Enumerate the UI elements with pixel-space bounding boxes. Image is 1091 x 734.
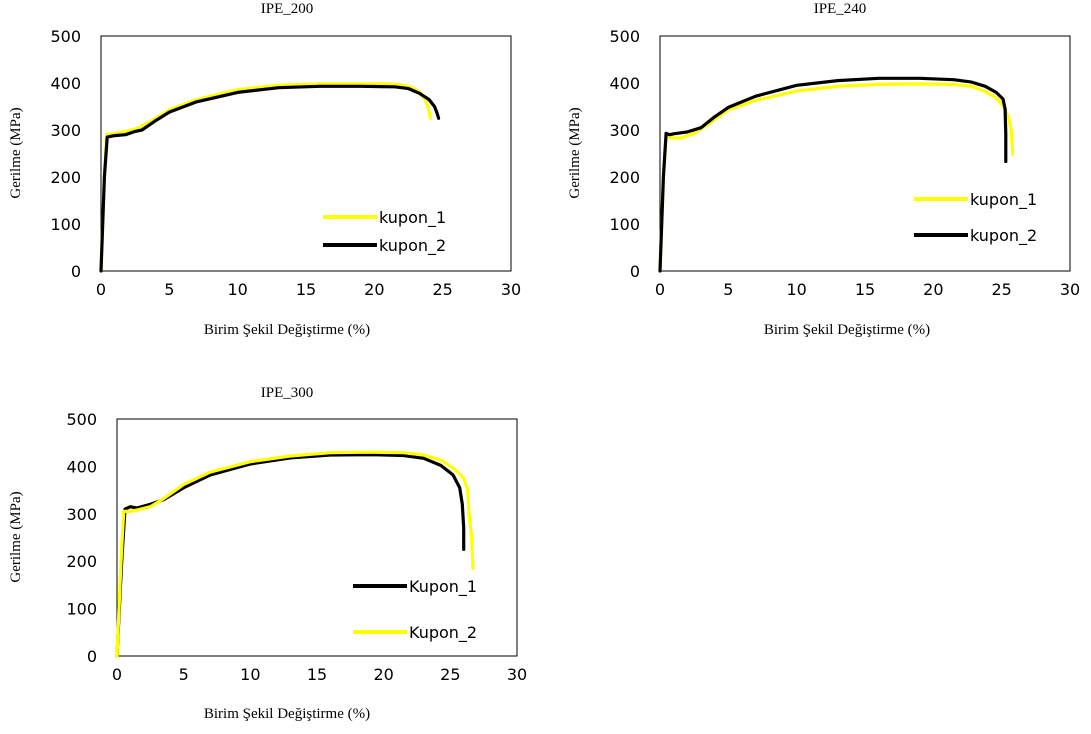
- y-tick-label: 500: [66, 410, 97, 429]
- y-tick-label: 200: [50, 168, 81, 187]
- x-tick-label: 0: [112, 665, 122, 684]
- x-tick-label: 20: [923, 280, 943, 299]
- plot-area-frame: [659, 35, 1071, 272]
- series-line-kupon_1: [115, 453, 466, 658]
- y-tick-label: 100: [50, 215, 81, 234]
- y-axis-label: Gerilme (MPa): [8, 491, 24, 582]
- y-tick-label: 200: [609, 168, 640, 187]
- y-axis-label: Gerilme (MPa): [567, 107, 583, 198]
- y-tick-label: 300: [66, 505, 97, 524]
- legend-label: kupon_2: [970, 226, 1037, 246]
- x-tick-label: 20: [364, 280, 384, 299]
- legend-label: kupon_1: [970, 190, 1037, 210]
- y-tick-label: 100: [66, 600, 97, 619]
- x-tick-label: 10: [227, 280, 247, 299]
- x-tick-label: 30: [501, 280, 521, 299]
- chart-title: IPE_200: [261, 1, 314, 17]
- x-tick-label: 15: [855, 280, 875, 299]
- series-line-kupon_1: [658, 82, 1015, 273]
- legend-label: kupon_2: [379, 236, 446, 256]
- y-tick-label: 100: [609, 215, 640, 234]
- legend: kupon_1 kupon_2: [914, 190, 1037, 246]
- x-tick-label: 10: [786, 280, 806, 299]
- x-tick-label: 25: [440, 665, 460, 684]
- x-tick-label: 10: [240, 665, 260, 684]
- series-line-kupon_2: [115, 450, 475, 658]
- x-tick-label: 5: [164, 280, 174, 299]
- x-axis-label: Birim Şekil Değiştirme (%): [204, 322, 370, 338]
- chart-title: IPE_240: [814, 1, 867, 17]
- legend: Kupon_1 Kupon_2: [353, 577, 477, 643]
- x-tick-label: 30: [507, 665, 527, 684]
- y-axis-label: Gerilme (MPa): [8, 107, 24, 198]
- legend: kupon_1 kupon_2: [323, 208, 446, 256]
- legend-label: kupon_1: [379, 208, 446, 228]
- plot-area-frame: [100, 35, 512, 272]
- y-tick-label: 200: [66, 552, 97, 571]
- y-tick-label: 0: [630, 262, 640, 281]
- legend-label: Kupon_1: [409, 577, 477, 597]
- x-tick-label: 25: [432, 280, 452, 299]
- chart-title: IPE_300: [261, 385, 314, 401]
- x-tick-label: 30: [1060, 280, 1080, 299]
- x-tick-label: 15: [296, 280, 316, 299]
- y-tick-label: 300: [50, 121, 81, 140]
- y-tick-label: 300: [609, 121, 640, 140]
- x-tick-label: 25: [991, 280, 1011, 299]
- x-tick-label: 15: [307, 665, 327, 684]
- x-tick-label: 5: [179, 665, 189, 684]
- y-tick-label: 500: [50, 27, 81, 46]
- x-tick-label: 0: [96, 280, 106, 299]
- series-line-kupon_2: [658, 76, 1008, 273]
- y-tick-label: 0: [71, 262, 81, 281]
- x-axis-label: Birim Şekil Değiştirme (%): [204, 706, 370, 722]
- y-tick-label: 400: [50, 74, 81, 93]
- y-tick-label: 0: [87, 647, 97, 666]
- y-tick-label: 400: [609, 74, 640, 93]
- y-tick-label: 400: [66, 457, 97, 476]
- series-line-kupon_2: [99, 84, 441, 273]
- x-axis-label: Birim Şekil Değiştirme (%): [764, 322, 930, 338]
- y-tick-label: 500: [609, 27, 640, 46]
- x-tick-label: 20: [373, 665, 393, 684]
- plot-area-frame: [116, 418, 518, 657]
- x-tick-label: 5: [723, 280, 733, 299]
- legend-label: Kupon_2: [409, 623, 477, 643]
- x-tick-label: 0: [655, 280, 665, 299]
